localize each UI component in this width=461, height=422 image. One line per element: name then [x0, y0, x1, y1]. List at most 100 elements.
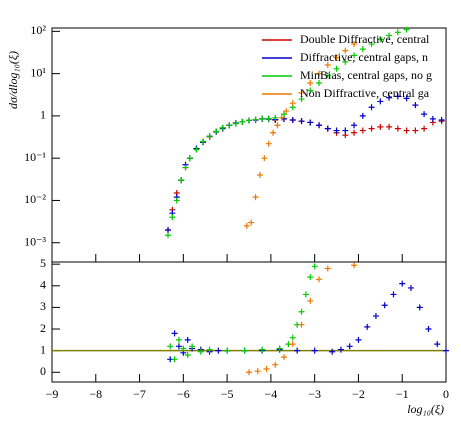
- data-point: [429, 115, 436, 122]
- data-point: [307, 80, 314, 87]
- data-point: [372, 313, 379, 320]
- x-tick-label: −7: [133, 387, 146, 401]
- y-tick-label: 10⁻²: [24, 192, 46, 206]
- ratio-frame: [51, 261, 447, 383]
- data-point: [215, 347, 222, 354]
- data-point: [307, 297, 314, 304]
- data-point: [272, 361, 279, 368]
- data-point: [254, 368, 261, 375]
- data-point: [252, 116, 259, 123]
- data-point: [239, 118, 246, 125]
- data-point: [289, 334, 296, 341]
- data-point: [283, 108, 290, 115]
- data-point: [184, 351, 191, 358]
- data-point: [298, 89, 305, 96]
- x-tick-label: −9: [46, 387, 59, 401]
- data-point: [189, 343, 196, 350]
- data-point: [259, 346, 266, 353]
- data-point: [386, 94, 393, 101]
- data-point: [224, 347, 231, 354]
- data-point: [377, 36, 384, 43]
- data-point: [386, 32, 393, 39]
- data-point: [359, 127, 366, 134]
- data-point: [399, 280, 406, 287]
- y-tick-label: 10⁻¹: [24, 150, 46, 164]
- data-point: [307, 87, 314, 94]
- data-point: [193, 146, 200, 153]
- x-tick-label: 0: [443, 387, 449, 401]
- data-point: [342, 58, 349, 65]
- data-point: [298, 118, 305, 125]
- data-point: [355, 336, 362, 343]
- data-point: [256, 171, 263, 178]
- data-point: [226, 122, 233, 129]
- x-tick-label: −5: [221, 387, 234, 401]
- data-point: [377, 123, 384, 130]
- data-point: [368, 125, 375, 132]
- data-point: [324, 72, 331, 79]
- legend-label: MinBias, central gaps, no g: [300, 68, 432, 82]
- data-point: [364, 323, 371, 330]
- data-point: [263, 366, 270, 373]
- data-point: [298, 308, 305, 315]
- data-point: [232, 120, 239, 127]
- data-point: [324, 125, 331, 132]
- data-point: [298, 321, 305, 328]
- data-point: [394, 93, 401, 100]
- data-point: [316, 276, 323, 283]
- legend-label: Diffractive, central gaps, n: [300, 50, 428, 64]
- data-point: [171, 330, 178, 337]
- data-point: [294, 347, 301, 354]
- data-point: [368, 104, 375, 111]
- data-point: [351, 41, 358, 48]
- data-point: [351, 129, 358, 136]
- x-axis-label: log₁₀(ξ): [407, 402, 444, 416]
- data-point: [394, 29, 401, 36]
- legend-label: Double Diffractive, central: [300, 32, 430, 46]
- data-point: [175, 336, 182, 343]
- data-point: [246, 369, 252, 376]
- data-point: [252, 194, 259, 201]
- data-point: [434, 341, 441, 348]
- data-point: [307, 274, 314, 281]
- data-point: [351, 122, 358, 129]
- data-point: [272, 114, 279, 121]
- data-point: [246, 117, 252, 124]
- data-point: [175, 343, 182, 350]
- data-point: [289, 116, 296, 123]
- data-point: [165, 226, 172, 233]
- y-tick-label: 0: [40, 364, 46, 378]
- data-point: [289, 341, 296, 348]
- data-point: [261, 155, 268, 162]
- data-point: [421, 125, 428, 132]
- data-point: [302, 291, 309, 298]
- data-point: [403, 127, 410, 134]
- data-point: [381, 302, 388, 309]
- data-point: [270, 129, 277, 136]
- y-tick-label: 10²: [30, 23, 46, 37]
- data-point: [351, 52, 358, 59]
- data-point: [186, 155, 193, 162]
- data-point: [337, 346, 344, 353]
- data-point: [351, 262, 358, 269]
- data-point: [333, 65, 340, 72]
- data-point: [274, 122, 281, 129]
- data-point: [443, 347, 449, 354]
- x-tick-label: −6: [177, 387, 190, 401]
- data-point: [171, 356, 178, 363]
- data-point: [316, 70, 323, 77]
- data-point: [359, 112, 366, 119]
- data-point: [386, 123, 393, 130]
- y-tick-label: 1: [40, 108, 46, 122]
- data-point: [394, 125, 401, 132]
- y-tick-label: 5: [40, 256, 46, 270]
- data-point: [324, 265, 331, 272]
- data-point: [248, 219, 255, 226]
- x-tick-label: −4: [264, 387, 277, 401]
- y-axis-label: dσ/dlog₁₀(ξ): [6, 51, 20, 109]
- data-point: [311, 263, 318, 270]
- data-point: [276, 345, 283, 352]
- x-tick-label: −1: [396, 387, 409, 401]
- data-point: [281, 354, 288, 361]
- data-point: [311, 347, 318, 354]
